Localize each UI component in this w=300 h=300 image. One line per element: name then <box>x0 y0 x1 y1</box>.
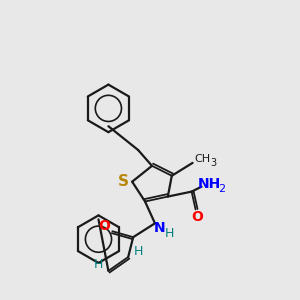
Text: O: O <box>192 210 203 224</box>
Text: CH: CH <box>194 154 211 164</box>
Text: 2: 2 <box>218 184 225 194</box>
Text: 3: 3 <box>210 158 217 168</box>
Text: O: O <box>98 219 110 233</box>
Text: NH: NH <box>198 177 221 191</box>
Text: S: S <box>118 174 129 189</box>
Text: N: N <box>154 221 166 235</box>
Text: H: H <box>94 258 103 272</box>
Text: H: H <box>134 244 143 258</box>
Text: H: H <box>165 227 175 240</box>
